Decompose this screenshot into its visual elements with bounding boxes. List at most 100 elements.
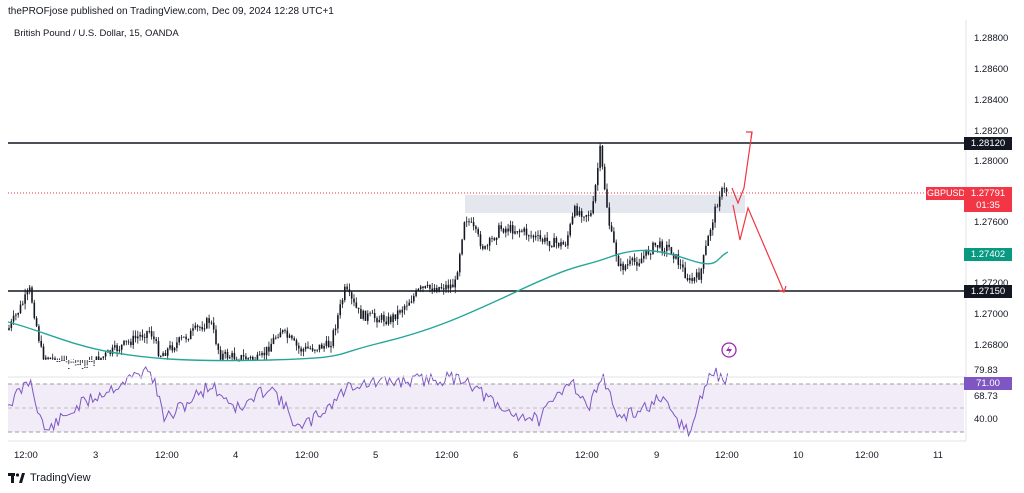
candle-body <box>647 249 650 255</box>
candle-body <box>656 245 659 248</box>
candle-body <box>461 239 463 255</box>
candle-body <box>222 353 224 360</box>
candle-body <box>146 331 148 338</box>
candle-body <box>33 302 36 319</box>
last-price-label: 1.27791 <box>964 187 1012 200</box>
candle-body <box>477 229 479 235</box>
candle-body <box>638 263 640 266</box>
candle-body <box>401 309 404 313</box>
candle-body <box>325 340 328 346</box>
candle-body <box>491 238 493 239</box>
candle-body <box>148 330 151 332</box>
candle-body <box>22 303 24 305</box>
candle-body <box>300 348 302 352</box>
candle-body <box>661 241 663 252</box>
candle-body <box>279 332 282 338</box>
projection-down-arrow <box>732 204 785 293</box>
candle-body <box>120 344 123 350</box>
candle-body <box>624 265 627 270</box>
candle-body <box>371 312 374 314</box>
candle-body <box>84 366 86 368</box>
rsi-tick: 79.83 <box>974 365 998 376</box>
countdown-label: 01:35 <box>964 199 1012 212</box>
candle-body <box>530 235 532 237</box>
candle-body <box>679 264 682 266</box>
alert-bolt-icon <box>721 342 737 358</box>
candle-body <box>601 145 604 167</box>
candle-body <box>456 272 459 280</box>
candle-body <box>431 288 433 292</box>
candle-body <box>500 225 502 229</box>
candle-body <box>369 312 371 314</box>
candle-body <box>509 225 512 232</box>
candle-body <box>304 346 307 350</box>
candle-body <box>323 345 325 349</box>
candle-body <box>546 237 548 242</box>
candle-body <box>245 356 247 360</box>
candle-body <box>47 357 49 359</box>
candle-body <box>472 221 475 227</box>
candle-body <box>689 278 691 281</box>
candle-body <box>555 237 558 243</box>
candle-body <box>394 314 397 320</box>
candle-body <box>261 352 263 355</box>
time-tick: 3 <box>93 450 99 461</box>
candle-body <box>19 304 22 314</box>
candle-body <box>61 360 63 362</box>
candle-body <box>65 361 68 363</box>
candle-body <box>645 249 647 256</box>
candle-body <box>277 337 279 339</box>
candle-body <box>463 222 466 240</box>
moving-average-line <box>7 249 729 362</box>
candle-body <box>419 286 422 290</box>
candle-body <box>518 230 521 233</box>
candle-body <box>242 355 245 357</box>
candle-body <box>548 241 551 247</box>
candle-body <box>210 322 213 324</box>
footer-brand[interactable]: TradingView <box>8 472 91 484</box>
candle-body <box>643 255 645 259</box>
candle-body <box>134 335 137 339</box>
candle-body <box>49 357 52 359</box>
time-tick: 12:00 <box>295 450 319 461</box>
candle-body <box>86 366 88 368</box>
candle-body <box>640 258 643 264</box>
candle-body <box>40 340 42 347</box>
candle-body <box>567 235 569 246</box>
candle-body <box>252 356 254 360</box>
bolt-glyph-icon <box>726 345 732 355</box>
candle-body <box>327 340 330 348</box>
candle-body <box>332 330 335 346</box>
candle-body <box>31 287 33 303</box>
candle-body <box>562 242 565 245</box>
candle-body <box>716 206 719 208</box>
candle-body <box>217 343 220 350</box>
candle-body <box>454 279 456 288</box>
candle-body <box>537 234 539 236</box>
candle-body <box>433 287 436 292</box>
candle-body <box>231 352 233 358</box>
candle-body <box>597 168 599 186</box>
candle-body <box>569 224 571 236</box>
tradingview-logo-icon <box>8 472 25 483</box>
candle-body <box>104 352 107 357</box>
candle-body <box>553 237 555 248</box>
candle-body <box>413 295 415 302</box>
price-tick: 1.28200 <box>974 126 1009 137</box>
candle-body <box>564 244 567 246</box>
candle-body <box>429 284 431 289</box>
support-price-label: 1.27150 <box>964 285 1012 298</box>
candle-body <box>714 206 716 223</box>
time-tick: 12:00 <box>715 450 739 461</box>
candle-body <box>380 314 383 320</box>
candle-body <box>309 348 312 350</box>
candle-body <box>438 287 440 292</box>
candle-body <box>578 211 581 216</box>
candle-body <box>54 358 56 360</box>
candle-body <box>42 346 45 360</box>
candle-body <box>560 242 562 247</box>
candle-body <box>311 348 314 351</box>
candle-body <box>654 242 657 246</box>
time-tick: 5 <box>373 450 379 461</box>
